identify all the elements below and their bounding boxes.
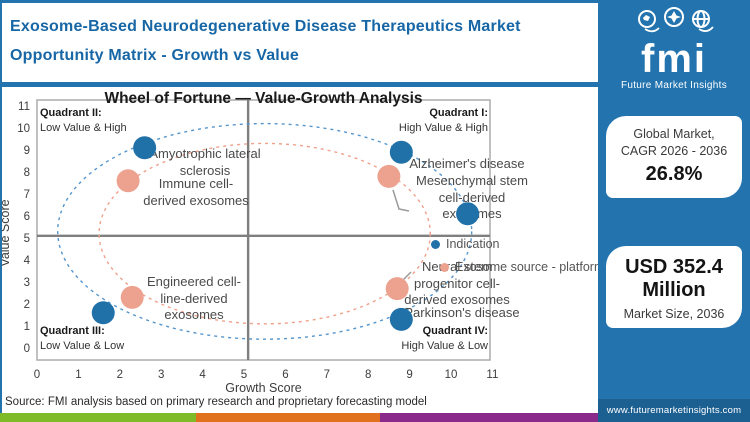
point-label: Mesenchymal stem cell-derived exosomes	[416, 173, 528, 221]
leader-line	[392, 189, 410, 212]
logo-abbr: fmi	[641, 37, 707, 81]
y-axis-label: Value Score	[0, 199, 12, 266]
quadrant-label-top-right: Quadrant I: High Value & High	[398, 107, 488, 134]
x-tick: 7	[324, 369, 330, 381]
page-title-line2: Opportunity Matrix - Growth vs Value	[10, 47, 300, 64]
quadrant-label-bottom-right: Quadrant IV: High Value & Low	[401, 325, 488, 352]
point-label: Engineered cell- line-derived exosomes	[147, 274, 241, 322]
market-size-label: Market Size, 2036	[623, 307, 725, 321]
y-tick: 9	[24, 145, 30, 157]
legend-dot	[431, 240, 440, 250]
cagr-card-line1: Global Market,	[633, 127, 715, 141]
x-tick: 6	[282, 369, 288, 381]
map-icon	[638, 10, 656, 28]
point-label: Immune cell- derived exosomes	[143, 176, 249, 208]
plot-area	[36, 99, 491, 361]
chart-title: Wheel of Fortune — Value-Growth Analysis	[104, 90, 423, 107]
cagr-card: Global Market, CAGR 2026 - 2036 26.8%	[606, 116, 742, 198]
top-border	[0, 0, 750, 3]
x-tick: 5	[241, 369, 247, 381]
y-tick: 8	[24, 167, 30, 179]
header-divider	[0, 82, 598, 87]
y-tick: 1	[24, 321, 30, 333]
market-size-card: USD 352.4 Million Market Size, 2036	[606, 246, 742, 328]
y-tick: 10	[17, 123, 30, 135]
legend-item-0: Indication	[431, 237, 500, 251]
page-title: Exosome-Based Neurodegenerative Disease …	[10, 12, 585, 70]
x-tick: 8	[365, 369, 371, 381]
legend-item-1: Exosome source - platform	[440, 260, 604, 274]
series-ellipse-1	[98, 142, 432, 325]
cagr-value: 26.8%	[645, 163, 703, 185]
y-tick: 0	[24, 343, 30, 355]
x-tick: 4	[199, 369, 206, 381]
y-tick: 6	[24, 211, 30, 223]
y-tick: 4	[24, 255, 31, 267]
x-tick: 11	[486, 369, 498, 381]
y-tick: 3	[24, 277, 30, 289]
website-link[interactable]: www.futuremarketinsights.com	[598, 399, 750, 422]
y-tick: 11	[18, 101, 30, 113]
logo-icons	[638, 7, 714, 33]
source-note: Source: FMI analysis based on primary re…	[5, 396, 427, 408]
sidebar: fmi Future Market Insights Global Market…	[598, 0, 750, 422]
y-tick: 2	[24, 299, 30, 311]
quadrant-label-bottom-left: Quadrant III: Low Value & Low	[40, 325, 125, 352]
market-size-value: USD 352.4 Million	[625, 256, 723, 301]
quadrant-label-top-left: Quadrant II: Low Value & High	[40, 107, 127, 134]
x-axis-label: Growth Score	[225, 381, 301, 395]
x-tick: 9	[406, 369, 412, 381]
footer-stripe	[0, 413, 598, 422]
page-title-line1: Exosome-Based Neurodegenerative Disease …	[10, 18, 521, 35]
x-tick: 0	[34, 369, 40, 381]
x-tick: 3	[158, 369, 164, 381]
chart-lines-layer: 0 1 2 3 4 5 6 7 8 9 10 11 0 1 2 3 4 5 6 7 8 9 10 11 Growth Score…	[0, 99, 498, 395]
series-ellipse-0	[57, 122, 473, 340]
point-label: Alzheimer's disease	[409, 156, 525, 171]
stripe-purple	[380, 413, 598, 422]
point-label: Parkinson's disease	[404, 305, 520, 320]
logo-name: Future Market Insights	[620, 80, 728, 91]
y-tick: 7	[24, 189, 30, 201]
left-border	[0, 0, 2, 422]
legend-dot	[440, 263, 449, 273]
compass-icon	[664, 7, 684, 27]
stripe-orange	[196, 413, 380, 422]
y-tick: 5	[24, 233, 30, 245]
stripe-green	[0, 413, 196, 422]
fmi-logo: fmi Future Market Insights	[598, 6, 750, 91]
x-tick: 2	[117, 369, 123, 381]
point-label: Amyotrophic lateral sclerosis	[149, 146, 261, 178]
x-tick: 1	[75, 369, 81, 381]
x-tick: 10	[445, 369, 458, 381]
cagr-card-line2: CAGR 2026 - 2036	[620, 144, 728, 158]
